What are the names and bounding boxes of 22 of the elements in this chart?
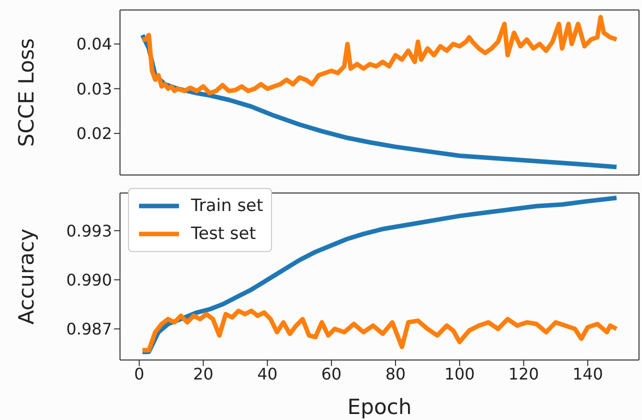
legend-label: Train set (191, 196, 264, 216)
line-series (140, 196, 619, 354)
y-axis-title: SCCE Loss (14, 38, 38, 147)
line-series (140, 308, 619, 352)
x-axis-title: Epoch (347, 395, 412, 419)
x-tick-label: 80 (385, 364, 406, 384)
x-tick-label: 100 (444, 364, 475, 384)
x-tick-label: 120 (508, 364, 539, 384)
x-tick-label: 0 (134, 364, 144, 384)
x-tick-label: 60 (321, 364, 342, 384)
legend-label: Test set (191, 224, 256, 244)
y-tick-label: 0.02 (76, 124, 112, 144)
y-tick-label: 0.993 (66, 221, 112, 240)
x-tick-label: 20 (193, 364, 214, 384)
line-series (140, 14, 619, 96)
y-tick-label: 0.04 (76, 34, 112, 54)
y-tick-label: 0.03 (76, 79, 112, 98)
y-axis-title: Accuracy (14, 228, 38, 324)
x-tick-label: 140 (572, 364, 604, 384)
x-tick-label: 40 (257, 364, 278, 384)
y-tick-label: 0.987 (66, 320, 112, 339)
y-tick-label: 0.990 (66, 270, 112, 290)
